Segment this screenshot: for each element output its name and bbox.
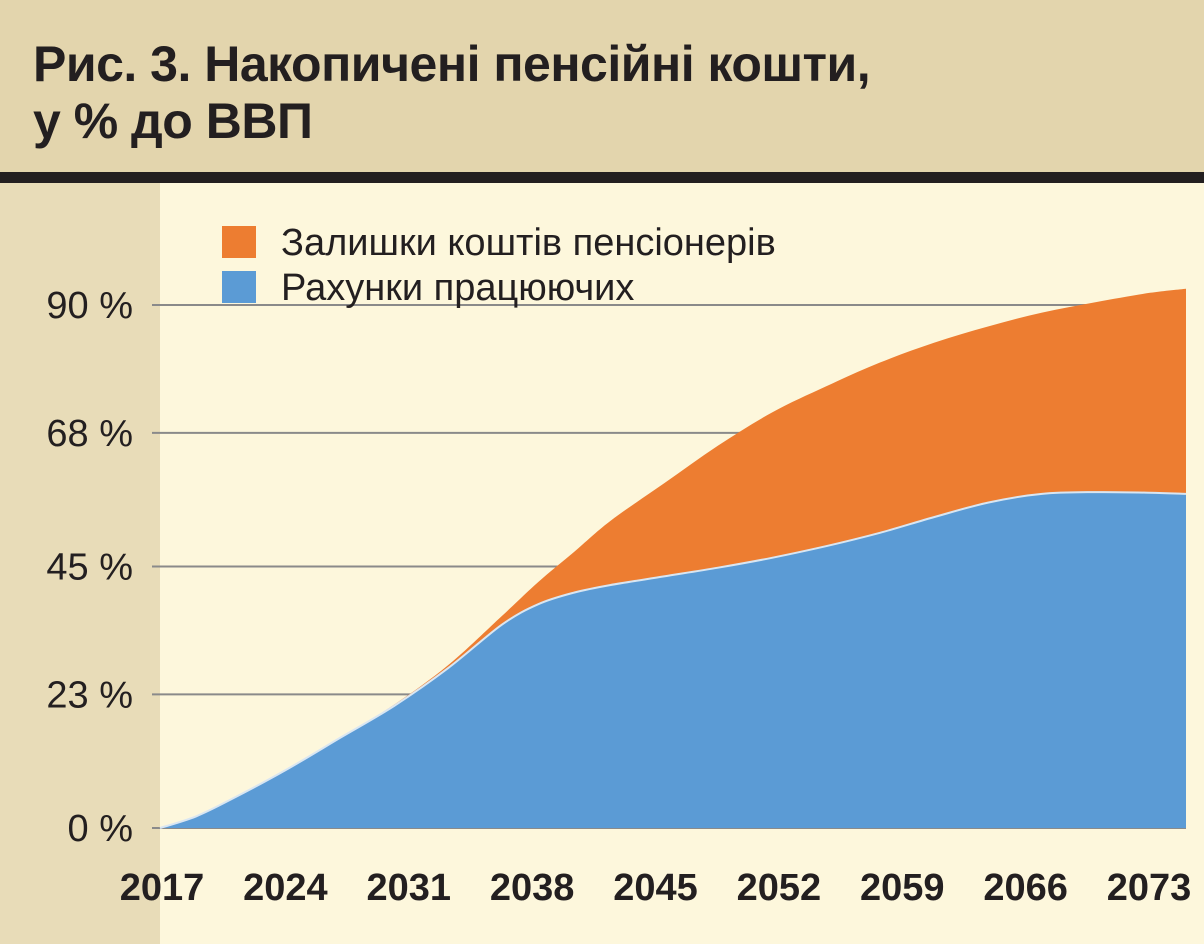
area-series-workers-edge (159, 491, 1187, 829)
area-series-workers (160, 492, 1186, 828)
y-tick-label-2: 45 % (46, 547, 133, 589)
x-tick-label-2024: 2024 (243, 867, 328, 909)
x-tick-label-2066: 2066 (983, 867, 1068, 909)
y-tick-label-0: 0 % (68, 808, 133, 850)
legend-swatch-0 (222, 226, 256, 258)
y-tick-label-1: 23 % (46, 674, 133, 716)
chart-title-line-1: Рис. 3. Накопичені пенсійні кошти, (33, 36, 871, 92)
x-tick-label-2073: 2073 (1107, 867, 1192, 909)
legend-label-0: Залишки коштів пенсіонерів (281, 222, 776, 264)
legend-label-1: Рахунки працюючих (281, 267, 634, 309)
chart-title-line-2: у % до ВВП (33, 93, 313, 149)
header-divider (0, 172, 1204, 183)
y-tick-label-3: 68 % (46, 413, 133, 455)
x-tick-label-2031: 2031 (366, 867, 451, 909)
x-tick-label-2059: 2059 (860, 867, 945, 909)
y-tick-label-4: 90 % (46, 285, 133, 327)
header-band (0, 0, 1204, 172)
x-tick-label-2017: 2017 (120, 867, 205, 909)
x-tick-label-2038: 2038 (490, 867, 575, 909)
y-axis-ticks: 0 % 23 % 45 % 68 % 90 % (46, 285, 133, 850)
x-tick-label-2052: 2052 (737, 867, 822, 909)
y-axis-band (0, 183, 160, 944)
area-series (159, 288, 1187, 829)
x-tick-label-2045: 2045 (613, 867, 698, 909)
x-axis-ticks: 2017 2024 2031 2038 2045 2052 2059 2066 2073 (120, 867, 1192, 909)
chart-title: Рис. 3. Накопичені пенсійні кошти, у % д… (33, 36, 871, 150)
legend-swatch-1 (222, 271, 256, 303)
